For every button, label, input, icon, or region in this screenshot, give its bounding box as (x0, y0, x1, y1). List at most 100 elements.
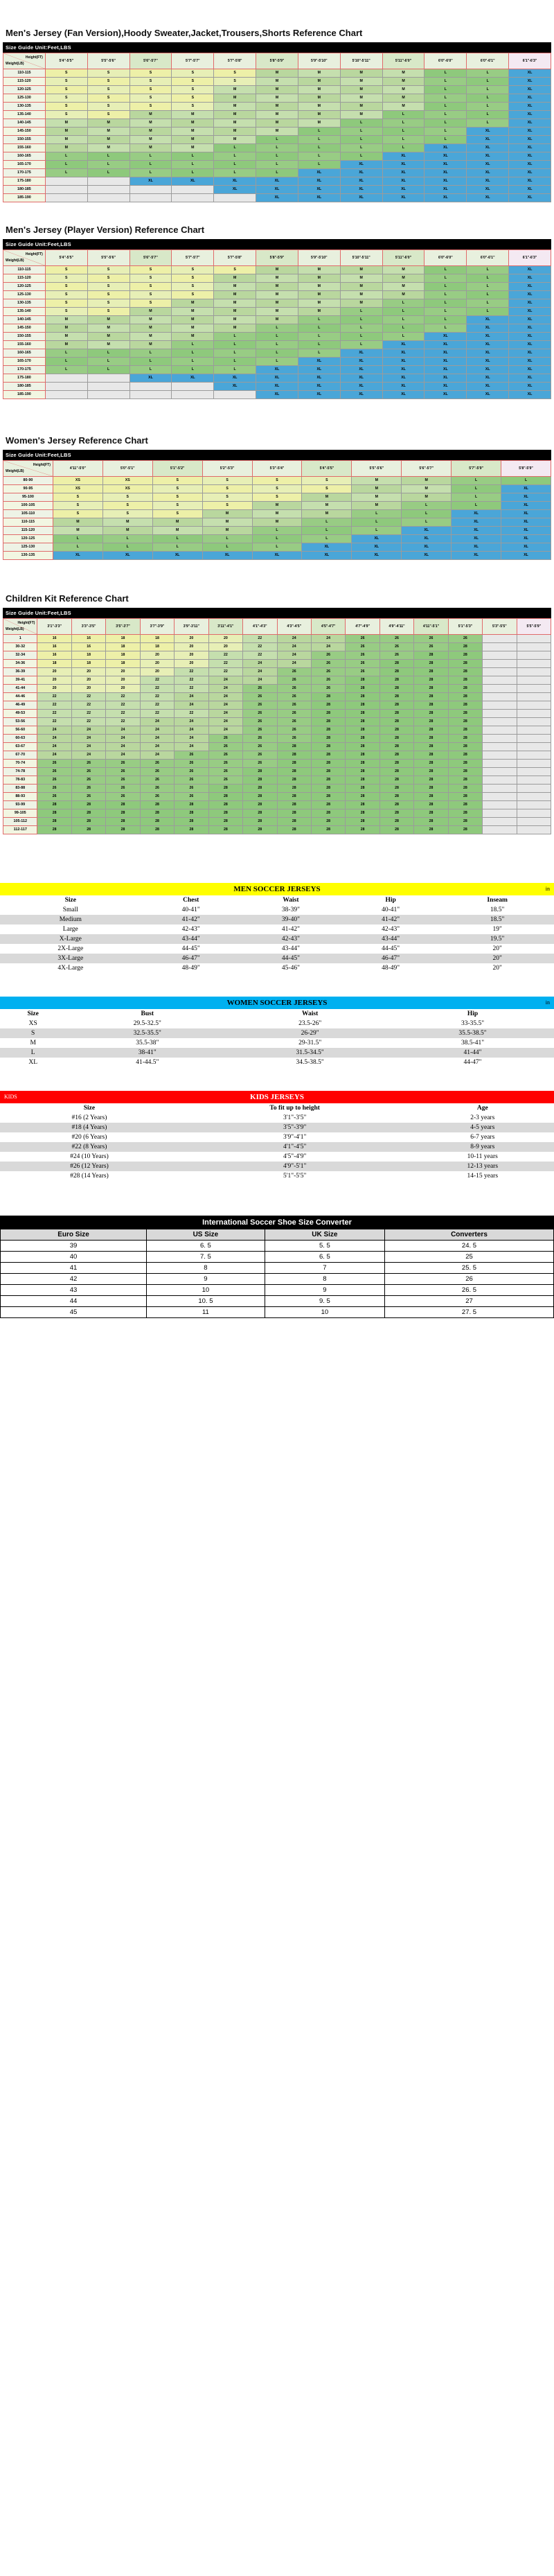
matrix-cell: 28 (345, 809, 380, 818)
matrix-cell: 28 (413, 792, 449, 801)
spec-cell: 20" (440, 954, 554, 963)
matrix-col-header: 5'6"-5'7" (401, 460, 452, 477)
matrix-cell: 28 (276, 817, 312, 826)
matrix-cell: 24 (139, 742, 175, 751)
matrix-cell: L (256, 143, 298, 152)
kids-title: KIDS JERSEYS (250, 1093, 304, 1101)
matrix-cell: 22 (242, 634, 278, 643)
matrix-cell: L (44, 365, 88, 374)
matrix-corner-cell: Height(FT) Weight(LB) (3, 249, 46, 266)
matrix-col-header: 5'4"-5'5" (44, 249, 88, 266)
matrix-row-header: 145-150 (3, 324, 46, 333)
matrix-cell: XL (424, 349, 467, 358)
matrix-cell: 28 (447, 809, 483, 818)
matrix-col-header: 5'5"-5'6" (351, 460, 402, 477)
matrix-cell: M (213, 282, 257, 291)
spec-row: S 32.5-35.5" 26-29" 35.5-38.5" (0, 1028, 554, 1038)
matrix-cell: 20 (208, 642, 244, 651)
matrix-row: 93-99 28 28 28 28 28 28 28 28 28 28 28 28 28 (2, 800, 552, 809)
matrix-col-header: 5'6"-5'7" (129, 249, 172, 266)
matrix-cell: M (256, 265, 298, 274)
matrix-cell: XL (466, 324, 510, 333)
matrix-row-header: 56-60 (2, 726, 38, 735)
matrix-cell: 28 (345, 709, 380, 718)
matrix-cell: 28 (71, 809, 107, 818)
matrix-cell: M (202, 526, 253, 535)
women-matrix: Height(FT) Weight(LB) 4'11"-5'0" 5'0"-5'1" 5… (3, 460, 551, 560)
matrix-cell: 26 (310, 651, 346, 660)
matrix-cell: XL (256, 185, 298, 194)
shoe-cell: 10 (146, 1284, 265, 1296)
matrix-cell: XL (424, 152, 467, 161)
matrix-cell: 28 (447, 659, 483, 668)
matrix-col-header: 5'7"-5'7" (171, 249, 215, 266)
matrix-cell: XL (256, 382, 298, 391)
matrix-col-header: 4'11"-5'0" (52, 460, 103, 477)
matrix-cell: 18 (71, 651, 107, 660)
matrix-row: 140-145 M M M M M M M L L L L XL (3, 119, 551, 128)
matrix-cell: S (213, 77, 257, 86)
matrix-cell: 28 (310, 800, 346, 809)
matrix-cell: 28 (379, 776, 415, 785)
matrix-cell: 24 (310, 642, 346, 651)
matrix-row: 135-140 S S M M M M M M L L L XL (3, 110, 551, 119)
matrix-cell: M (256, 119, 298, 128)
spec-col-header: Hip (467, 1010, 479, 1017)
matrix-cell: L (339, 143, 383, 152)
matrix-col-header: 5'4"-5'5" (44, 53, 88, 69)
shoe-cell: 8 (264, 1273, 385, 1285)
matrix-cell: 28 (174, 817, 209, 826)
matrix-cell: L (202, 534, 253, 543)
matrix-cell: L (339, 119, 383, 128)
men-soccer-title: MEN SOCCER JERSEYS (233, 885, 321, 893)
shoe-cell: 25 (384, 1251, 554, 1263)
matrix-cell: 26 (242, 734, 278, 743)
matrix-cell: L (129, 365, 172, 374)
matrix-cell: 28 (174, 809, 209, 818)
matrix-row: 105-110 S S S M M M L L XL XL (3, 509, 551, 518)
matrix-cell: 28 (413, 784, 449, 793)
matrix-cell: XL (508, 94, 551, 103)
matrix-row: 130-135 S S S M M M M M L L L XL (3, 299, 551, 308)
matrix-cell: 28 (447, 676, 483, 685)
spec-row: M 35.5-38" 29-31.5" 38.5-41" (0, 1038, 554, 1048)
matrix-cell: M (87, 127, 130, 136)
matrix-cell: 18 (139, 634, 175, 643)
spec-cell: #28 (14 Years) (70, 1173, 109, 1180)
matrix-cell: 28 (208, 817, 244, 826)
matrix-cell: L (301, 534, 352, 543)
spec-row: Medium 41-42" 39-40" 41-42" 18.5" (0, 915, 554, 925)
matrix-cell: 26 (310, 667, 346, 676)
matrix-cell: M (171, 135, 215, 144)
matrix-cell: M (297, 307, 341, 316)
matrix-cell: 28 (345, 751, 380, 760)
spec-cell: 18.5" (440, 915, 554, 925)
spec-cell: 29-31.5" (298, 1040, 322, 1046)
matrix-cell: M (202, 518, 253, 527)
matrix-col-header: 5'3"-5'4" (251, 460, 303, 477)
matrix-col-header: 5'8"-5'9" (501, 460, 551, 477)
matrix-row: 145-150 M M M M M L L L L L XL XL (3, 324, 551, 333)
shoe-cell: 6. 5 (264, 1251, 385, 1263)
matrix-cell: XL (508, 265, 551, 274)
matrix-cell: M (52, 518, 103, 527)
matrix-cell: M (44, 324, 88, 333)
matrix-cell: M (52, 526, 103, 535)
matrix-cell: L (466, 119, 510, 128)
matrix-cell: 28 (447, 709, 483, 718)
matrix-cell: 26 (276, 726, 312, 735)
matrix-cell (516, 667, 552, 676)
matrix-cell: 28 (413, 717, 449, 726)
matrix-row-header: 115-120 (3, 274, 46, 283)
matrix-cell: 28 (276, 759, 312, 768)
matrix-row: 53-56 22 22 22 24 24 24 26 26 28 28 28 28 28 (2, 717, 552, 726)
corner-height-label: Height(FT) (33, 463, 51, 467)
shoe-cell: 25. 5 (384, 1262, 554, 1274)
matrix-row: 32-34 16 18 18 20 20 22 22 24 26 26 26 28 28 (2, 651, 552, 660)
matrix-cell: 26 (242, 692, 278, 701)
matrix-cell: 26 (208, 767, 244, 776)
matrix-cell: 28 (379, 759, 415, 768)
matrix-cell: 28 (413, 667, 449, 676)
matrix-cell: L (424, 265, 467, 274)
matrix-cell: 26 (71, 784, 107, 793)
